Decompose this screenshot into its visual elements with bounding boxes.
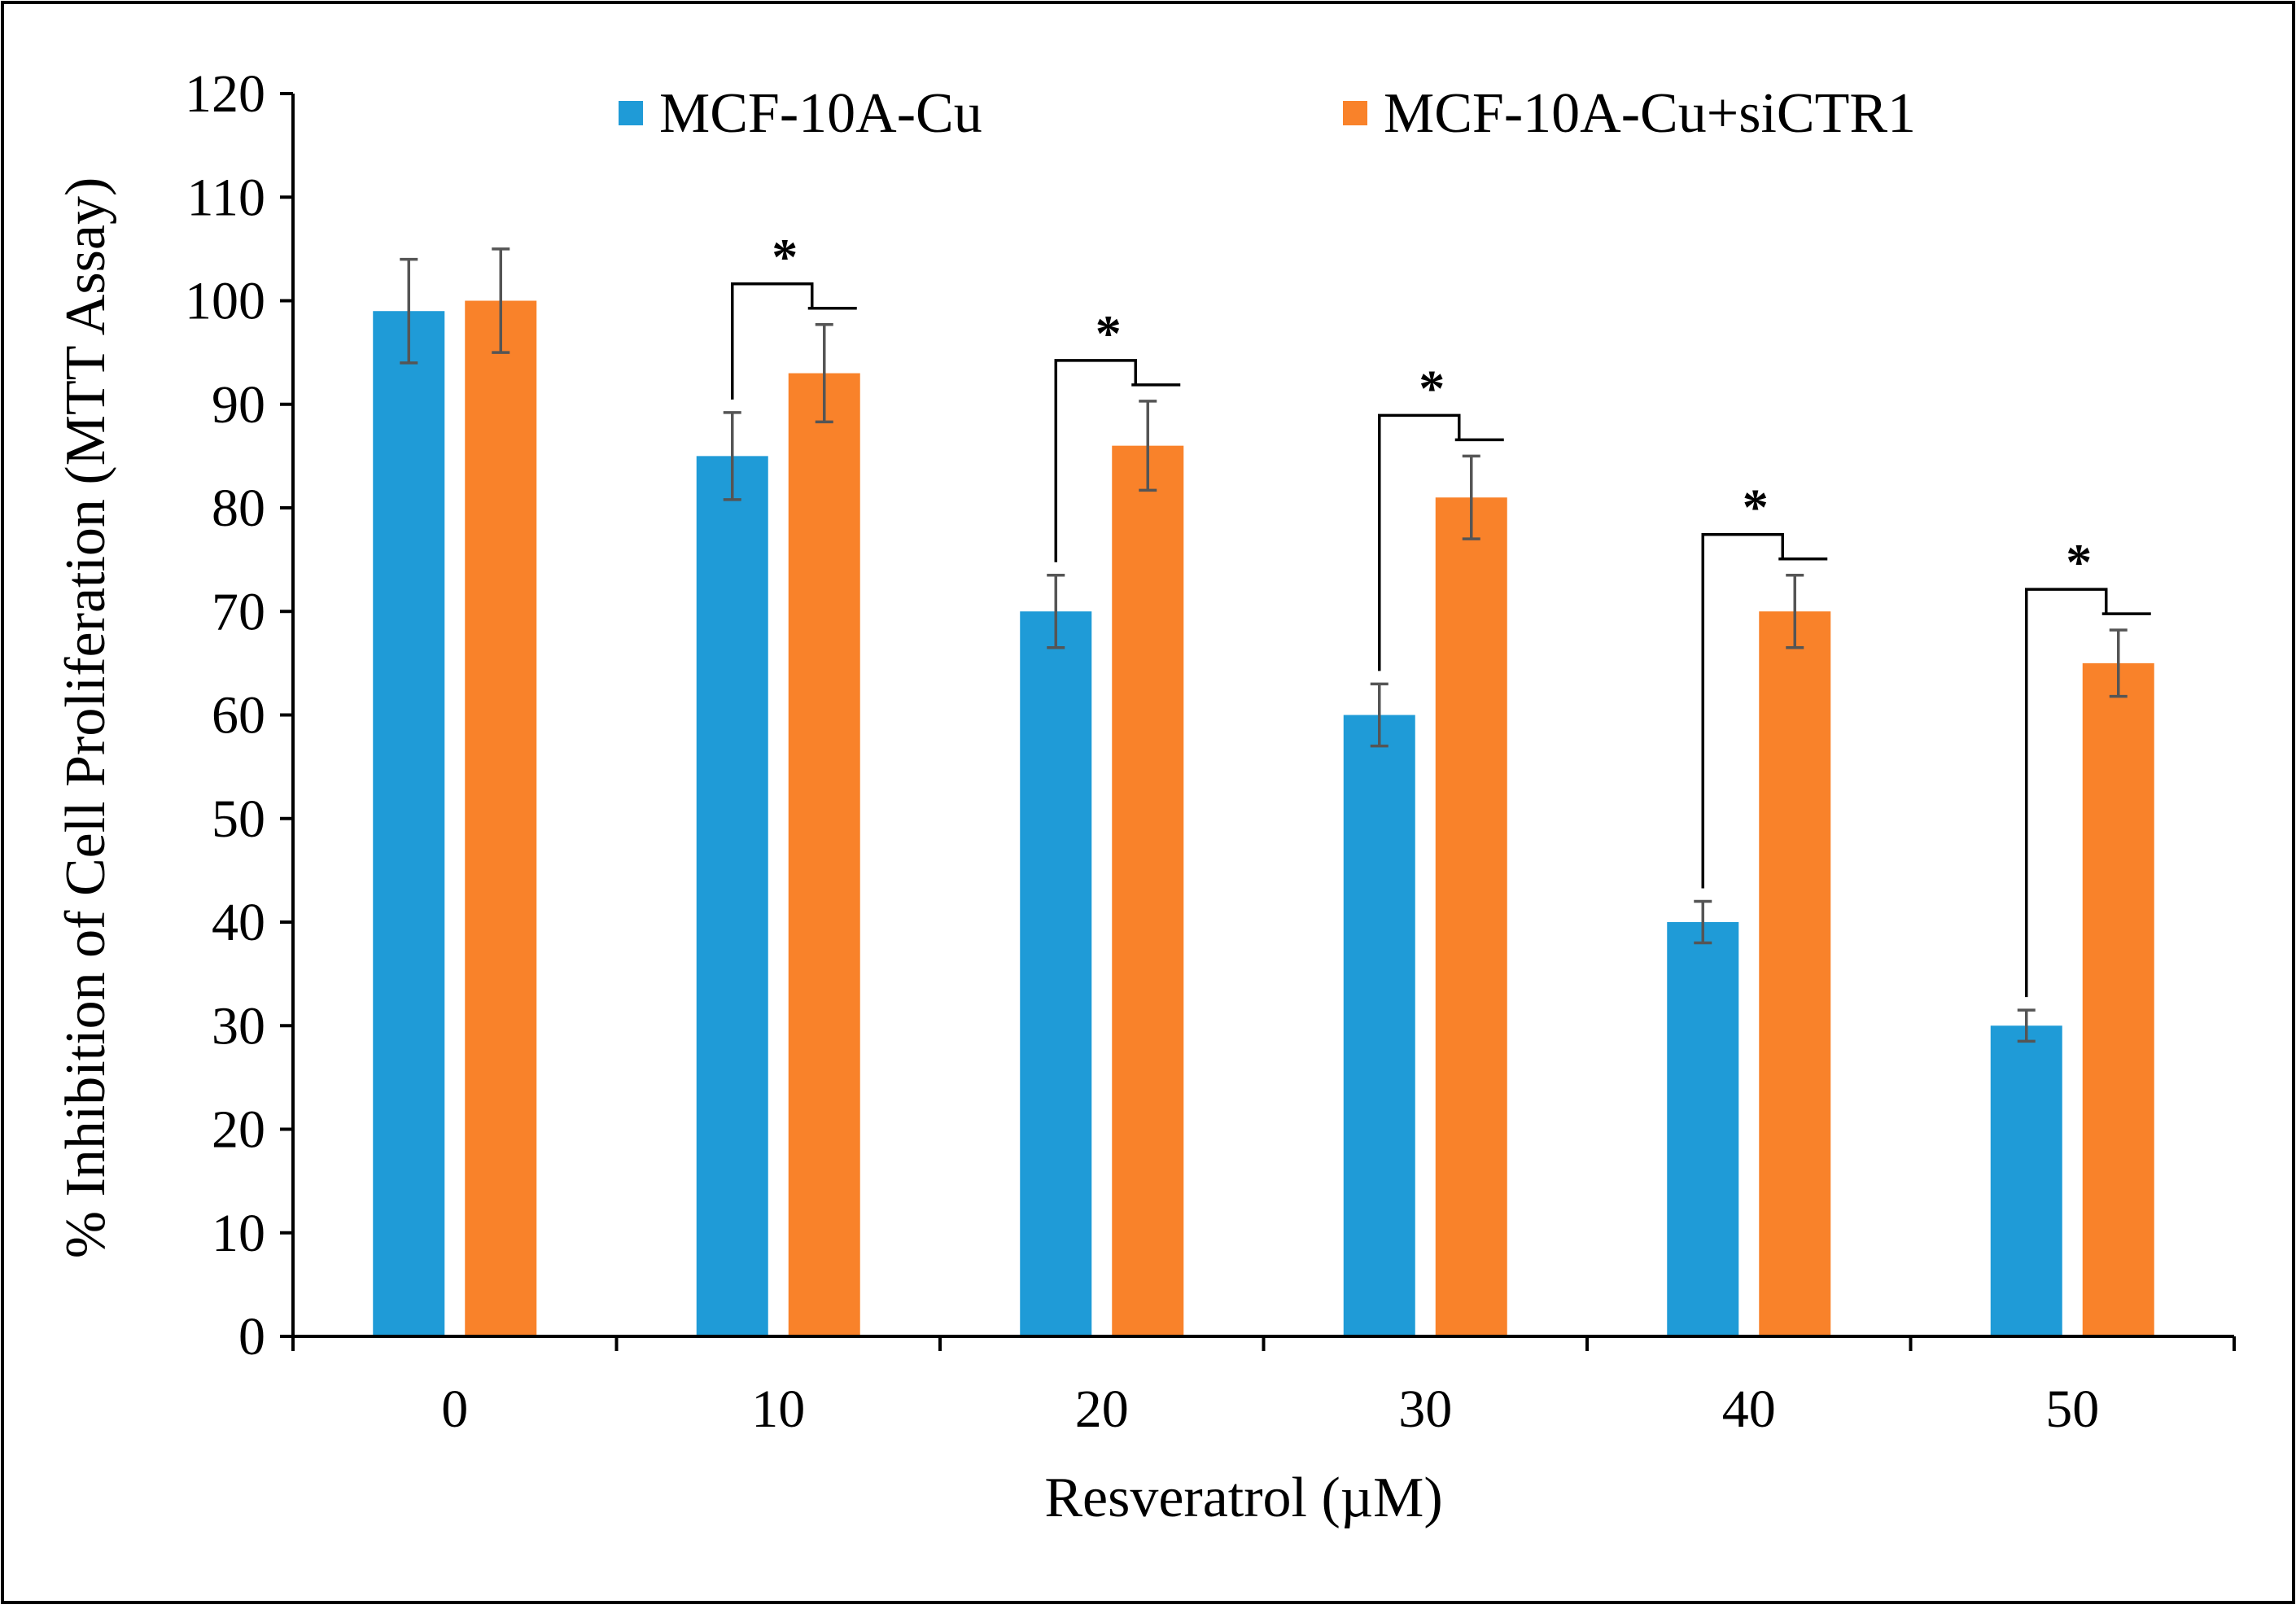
x-tick-label: 30: [1398, 1379, 1452, 1439]
x-tick-label: 20: [1075, 1379, 1129, 1439]
bar-mcf10a-cu-sictr1: [465, 300, 537, 1336]
bar-mcf10a-cu: [1020, 611, 1092, 1336]
y-tick-label: 80: [212, 479, 265, 538]
significance-star: *: [1743, 479, 1769, 536]
bar-mcf10a-cu: [1990, 1025, 2062, 1336]
y-tick-label: 90: [212, 375, 265, 435]
x-tick-label: 50: [2045, 1379, 2099, 1439]
y-tick-label: 0: [238, 1307, 265, 1366]
x-axis-label: Resveratrol (µM): [1044, 1467, 1442, 1529]
significance-bracket: [2025, 588, 2108, 998]
y-tick-label: 10: [212, 1204, 265, 1263]
bar-mcf10a-cu-sictr1: [788, 373, 860, 1337]
bar-mcf10a-cu: [373, 311, 445, 1337]
axes-layer: 0 10 20 30 40 50 60 70 80 90 100 110 120 0 10 20 30 40 50: [185, 64, 2236, 1439]
significance-star: *: [1096, 304, 1122, 362]
bar-mcf10a-cu-sictr1: [1435, 497, 1507, 1336]
y-axis-label: % Inhibition of Cell Proliferation (MTT …: [55, 177, 117, 1259]
y-tick-label: 100: [185, 272, 265, 331]
legend-label: MCF-10A-Cu+siCTR1: [1384, 82, 1916, 145]
y-tick-label: 120: [185, 64, 265, 124]
legend-swatch: [619, 101, 643, 125]
bar-mcf10a-cu: [1667, 922, 1739, 1336]
legend: MCF-10A-Cu MCF-10A-Cu+siCTR1: [619, 82, 1916, 145]
significance-bracket: [731, 282, 814, 400]
significance-star: *: [772, 228, 798, 286]
significance-bracket: [1701, 532, 1784, 889]
y-tick-label: 50: [212, 789, 265, 849]
significance-bracket: [1054, 359, 1137, 562]
bar-mcf10a-cu-sictr1: [2082, 662, 2154, 1336]
x-tick-label: 10: [751, 1379, 805, 1439]
legend-item-mcf10a-cu-sictr1: MCF-10A-Cu+siCTR1: [1343, 82, 1916, 145]
bar-mcf10a-cu-sictr1: [1112, 445, 1184, 1336]
y-tick-label: 30: [212, 996, 265, 1056]
y-tick-label: 70: [212, 582, 265, 641]
significance-bracket: [1378, 413, 1461, 671]
y-tick-label: 20: [212, 1100, 265, 1160]
legend-swatch: [1343, 101, 1367, 125]
y-tick-label: 60: [212, 686, 265, 745]
error-bars-layer: [400, 247, 2128, 1043]
x-tick-label: 40: [1722, 1379, 1776, 1439]
significance-star: *: [1419, 359, 1445, 417]
y-tick-label: 40: [212, 893, 265, 952]
bar-mcf10a-cu-sictr1: [1759, 611, 1831, 1336]
bars-layer: [373, 300, 2154, 1337]
significance-star: *: [2066, 533, 2092, 591]
bar-mcf10a-cu: [1343, 715, 1415, 1336]
bar-mcf10a-cu: [696, 456, 768, 1336]
significance-layer: * * * * *: [731, 228, 2151, 998]
legend-item-mcf10a-cu: MCF-10A-Cu: [619, 82, 982, 145]
legend-label: MCF-10A-Cu: [659, 82, 982, 145]
x-tick-label: 0: [441, 1379, 468, 1439]
y-tick-label: 110: [186, 168, 265, 227]
